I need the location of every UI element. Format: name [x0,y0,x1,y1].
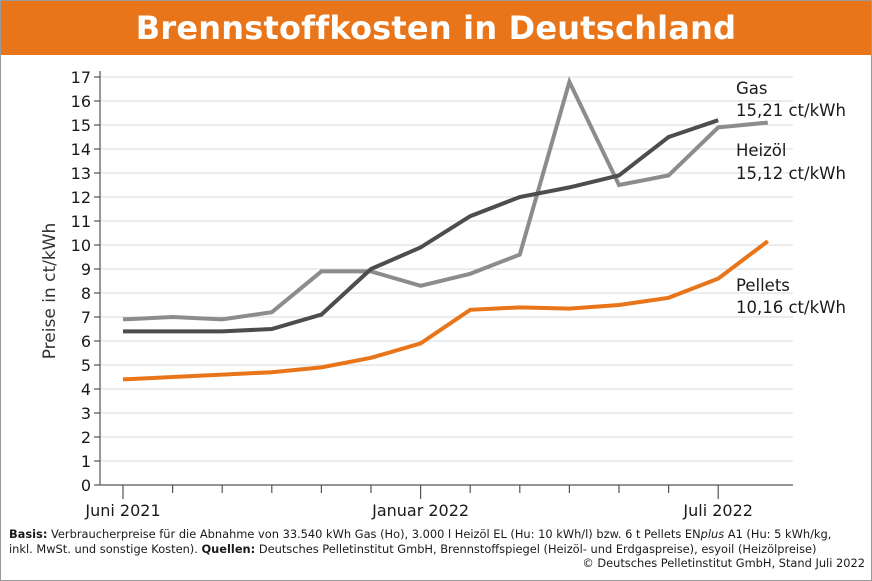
x-tick-label-2: Juli 2022 [682,501,753,520]
y-axis-title: Preise in ct/kWh [40,223,60,360]
footer-line-2: inkl. MwSt. und sonstige Kosten). Quelle… [9,542,865,557]
basis-plus: plus [700,527,725,541]
y-tick-label-7: 7 [81,308,91,327]
y-tick-label-17: 17 [71,68,91,87]
y-tick-label-0: 0 [81,476,91,495]
y-tick-label-4: 4 [81,380,91,399]
basis-label: Basis: [9,527,48,541]
footer-line-1: Basis: Verbraucherpreise für die Abnahme… [9,527,865,542]
series-label-heizoel: Heizöl [736,141,786,160]
y-tick-label-10: 10 [71,236,91,255]
series-line-pellets [122,239,770,382]
footer-notes: Basis: Verbraucherpreise für die Abnahme… [9,527,865,571]
x-tick-label-0: Juni 2021 [84,501,160,520]
y-tick-label-12: 12 [71,188,91,207]
series-value-gas: 15,21 ct/kWh [736,101,846,120]
y-tick-label-5: 5 [81,356,91,375]
footer-line-3: © Deutsches Pelletinstitut GmbH, Stand J… [9,556,865,571]
basis-text-cont: A1 (Hu: 5 kWh/kg, [724,527,832,541]
sources-label: Quellen: [201,541,256,556]
y-tick-label-11: 11 [71,212,91,231]
y-tick-label-3: 3 [81,404,91,423]
y-tick-label-9: 9 [81,260,91,279]
y-tick-label-2: 2 [81,428,91,447]
series-line-heizoel [122,76,768,322]
y-tick-label-8: 8 [81,284,91,303]
title-banner: Brennstoffkosten in Deutschland [1,1,871,55]
y-tick-label-6: 6 [81,332,91,351]
basis-text-line2: inkl. MwSt. und sonstige Kosten). [9,541,198,556]
series-label-pellets: Pellets [736,276,790,295]
chart-title: Brennstoffkosten in Deutschland [135,9,737,47]
basis-text: Verbraucherpreise für die Abnahme von 33… [51,527,701,541]
y-tick-label-13: 13 [71,164,91,183]
series-value-heizoel: 15,12 ct/kWh [736,164,846,183]
y-tick-label-1: 1 [81,452,91,471]
y-tick-label-16: 16 [71,92,91,111]
series-value-pellets: 10,16 ct/kWh [736,298,846,317]
x-tick-label-1: Januar 2022 [371,501,469,520]
sources-text: Deutsches Pelletinstitut GmbH, Brennstof… [258,541,817,556]
series-line-gas [123,118,719,334]
y-tick-label-15: 15 [71,116,91,135]
series-label-gas: Gas [736,79,768,98]
y-tick-label-14: 14 [71,140,91,159]
copyright: © Deutsches Pelletinstitut GmbH, Stand J… [582,556,865,570]
